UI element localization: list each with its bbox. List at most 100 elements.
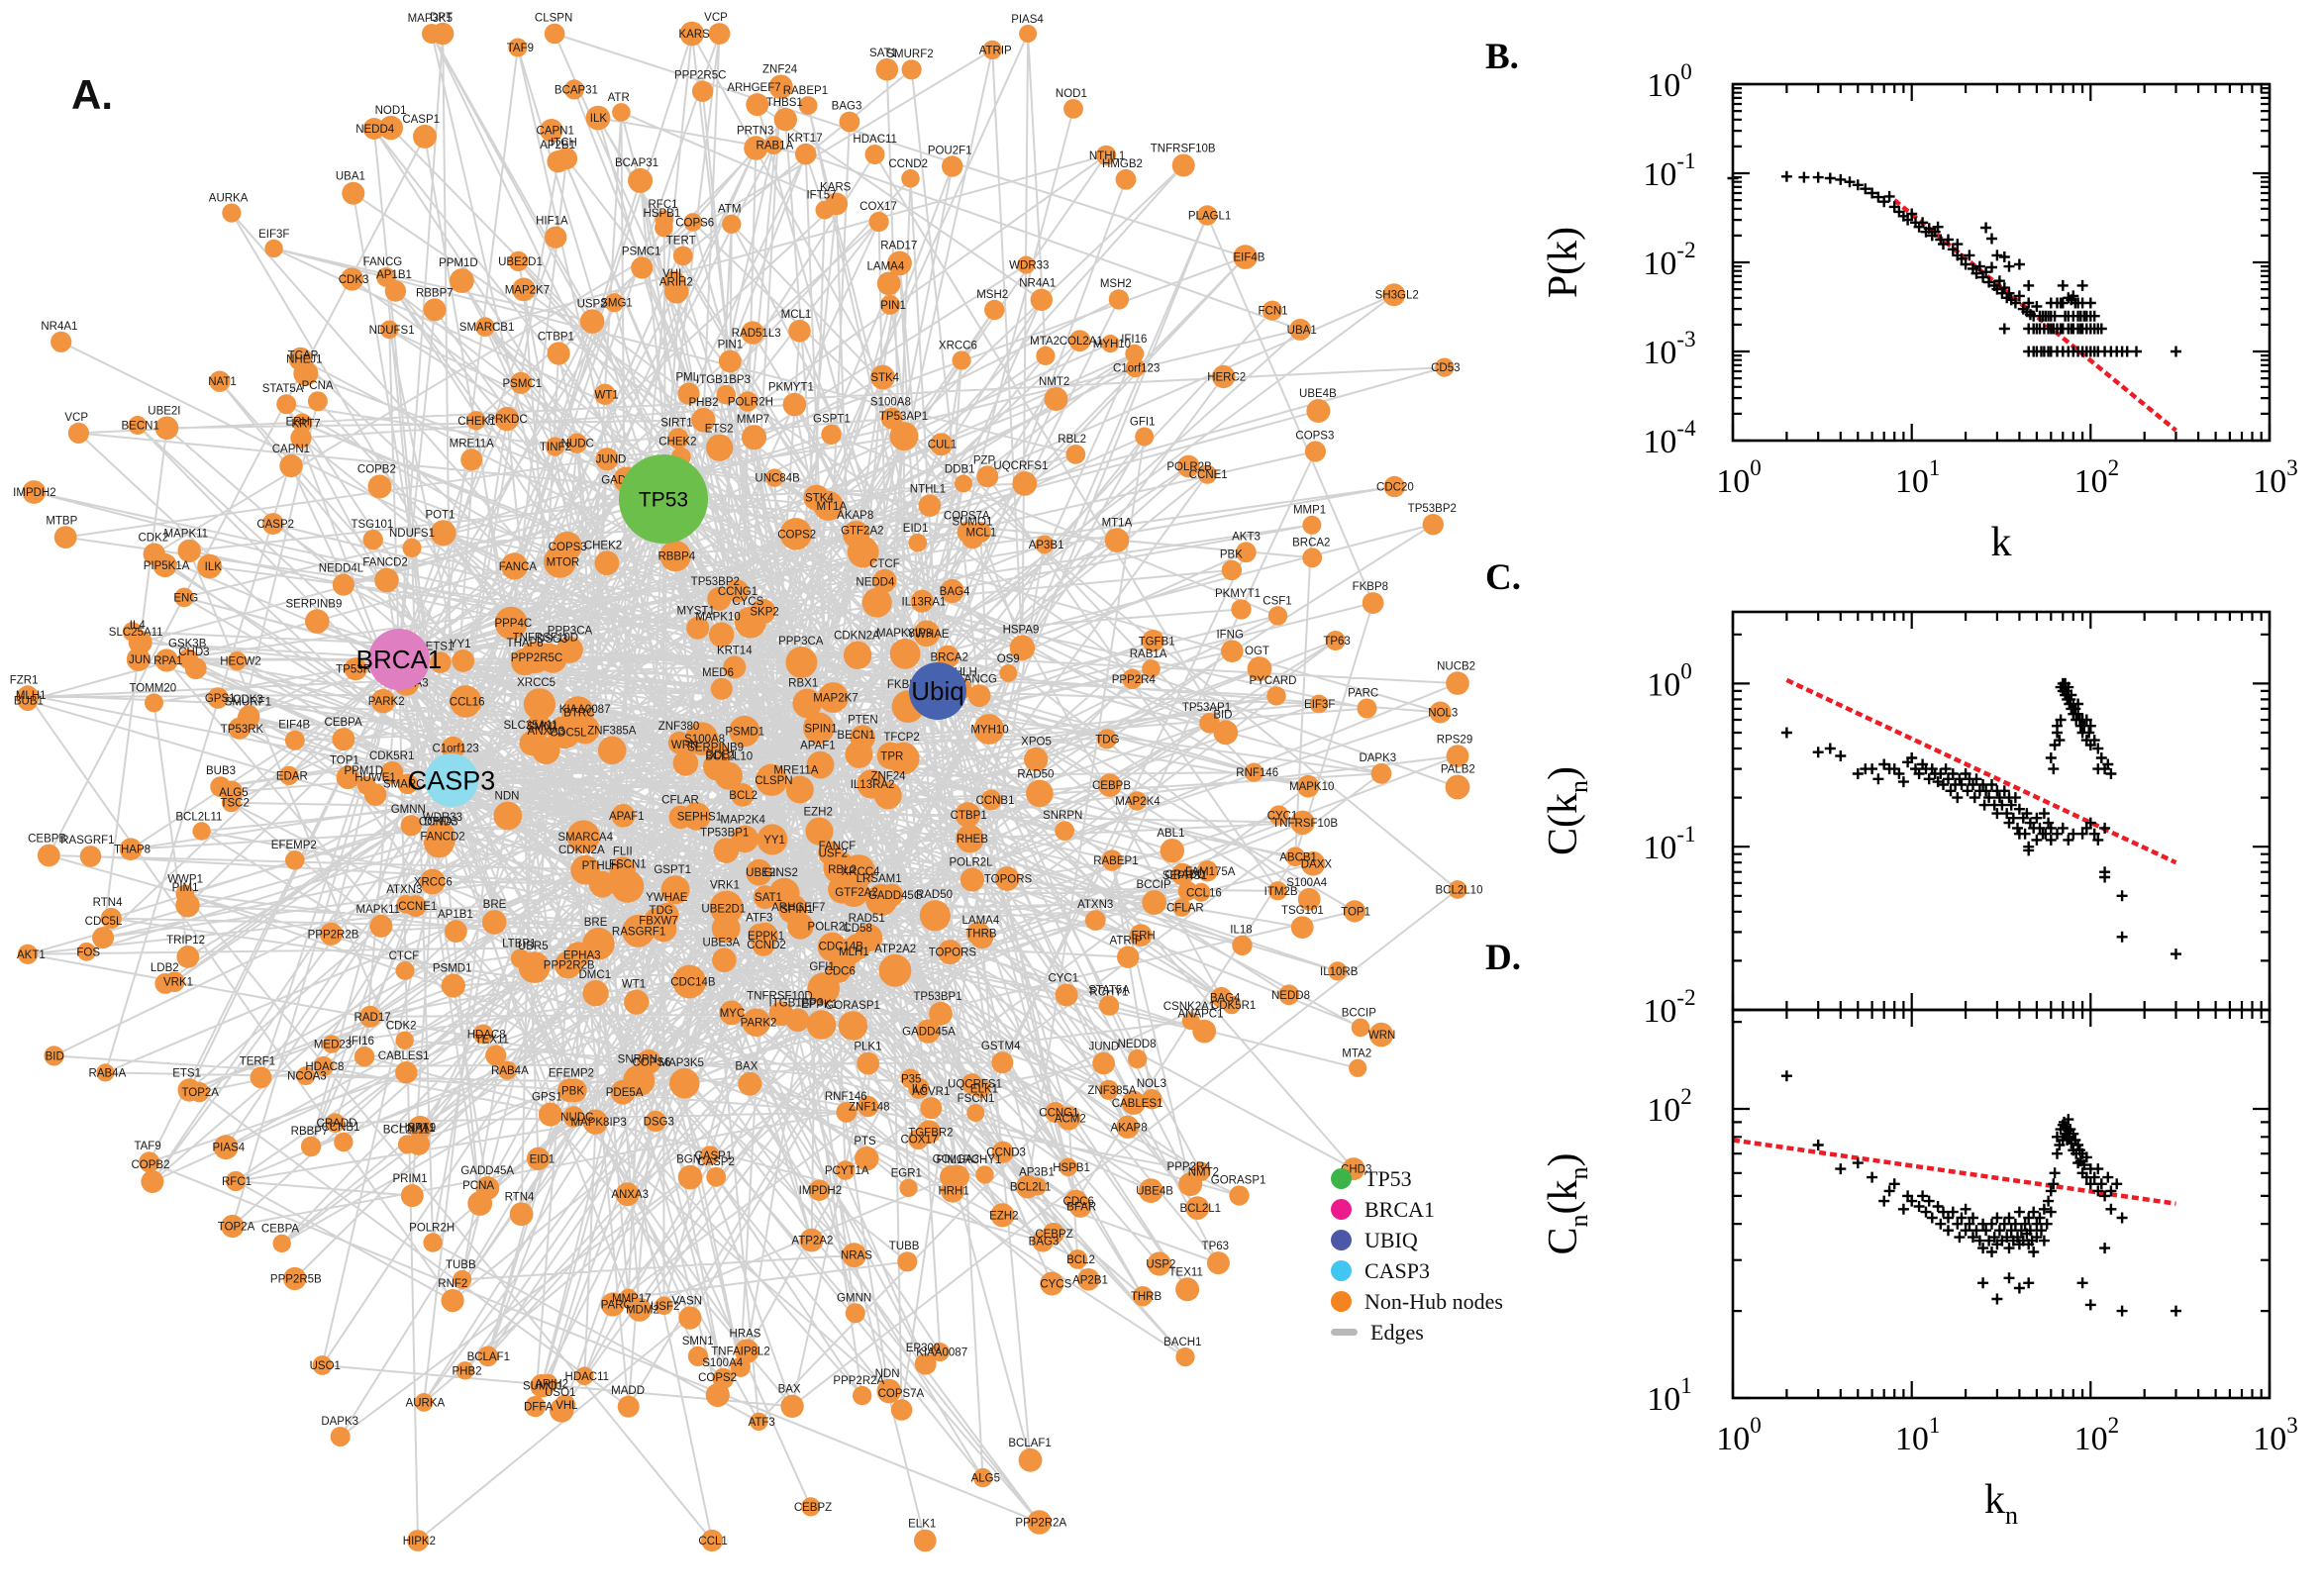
gene-node [362,118,385,140]
gene-node [975,1165,994,1184]
gene-node [972,1467,993,1488]
gene-node [908,1129,929,1149]
gene-node [890,1399,913,1421]
y-axis-title: Cn(kn) [1541,1152,1593,1254]
gene-label: TNFRSF10D [513,633,578,645]
gene-node [667,731,691,754]
gene-node [1222,995,1242,1015]
gene-node [865,883,898,917]
gene-node [473,1024,493,1045]
gene-label: BAG3 [832,101,862,113]
gene-node [683,213,703,232]
gene-label: VHL [662,268,685,280]
panel-d-label: D. [1485,938,1521,978]
gene-node [1278,984,1300,1006]
gene-node [77,942,96,961]
gene-node [441,973,465,998]
gene-node [1129,924,1153,947]
gene-label: PKMYT1 [1215,588,1261,600]
gene-node [100,907,122,930]
gene-node [687,1346,709,1366]
gene-node [1055,821,1074,841]
gene-node [936,645,960,669]
legend-item-edges: Edges [1331,1319,1503,1345]
gene-node [914,1352,937,1375]
gene-label: VRK1 [710,880,740,892]
legend: TP53 BRCA1 UBIQ CASP3 Non-Hub nodes Edge… [1331,1166,1503,1352]
legend-item-label: Edges [1370,1319,1424,1345]
gene-label: ARIH2 [659,277,693,289]
gene-node [544,23,565,45]
gene-label: ATRIP [1109,935,1142,947]
gene-node [843,641,872,669]
gene-label: CEBPA [261,1224,299,1236]
gene-node [545,226,567,249]
gene-node [956,824,984,853]
gene-label: CCL16 [450,697,485,709]
gene-label: C1orf123 [1113,362,1160,374]
gene-label: STK4 [805,493,834,505]
gene-node [887,742,920,775]
gene-node [209,370,231,392]
gene-label: TCAP [288,350,319,362]
gene-node [1027,1510,1052,1535]
gene-label: RAB4A [491,1065,529,1077]
gene-label: MSH2 [1100,278,1132,290]
gene-node [627,1297,652,1322]
gene-node [1302,515,1322,535]
gene-node [1127,791,1148,811]
gene-label: CTBP1 [951,810,987,822]
gene-node [312,1355,333,1375]
gene-label: CDC6 [1063,1196,1094,1208]
gene-label: TDG [650,905,673,917]
gene-node [969,522,991,543]
gene-node [1138,1178,1163,1203]
gene-node [617,1395,640,1418]
gene-label: FANCG [363,256,403,268]
gene-node [910,589,934,613]
gene-node [1068,330,1091,352]
panel-c-plot: 100 10-1 10-2 C(kn) [1541,610,2272,1030]
gene-label: TEX11 [475,1034,509,1046]
gene-node [604,293,625,313]
gene-node [868,211,889,233]
gene-node [672,246,693,266]
gene-node [929,1001,953,1026]
gene-label: CDC5L [85,916,123,928]
gene-node [1016,1174,1040,1199]
gene-label: CABLES1 [1112,1098,1163,1110]
gene-node [900,1068,921,1089]
gene-node [1267,606,1288,626]
gene-node [210,776,232,797]
tick-label: 103 [2253,1413,2298,1457]
gene-node [597,736,627,765]
gene-node [305,609,330,634]
gene-node [526,1147,551,1171]
gene-node [785,775,814,804]
gene-node [843,521,870,549]
gene-node [509,1202,534,1227]
gene-node [395,960,415,980]
gene-node [1212,364,1236,389]
gene-node [313,1055,334,1077]
gene-node [1285,847,1305,867]
gene-label: FSCN1 [958,1093,995,1105]
gene-label: TNFRSF10B [1151,144,1216,155]
gene-node [855,924,883,952]
gene-label: TP53BP2 [691,576,740,588]
gene-label: NTHL1 [1089,150,1125,162]
gene-node [1059,1157,1078,1177]
gene-node [143,543,165,565]
gene-node [430,651,452,673]
gene-node [508,250,529,271]
gene-node [285,850,305,870]
gene-node [395,1031,414,1050]
gene-node [594,550,620,576]
gene-node [363,783,387,806]
gene-label: PPP2R4 [1167,1161,1212,1173]
gene-node [660,875,690,905]
gene-node [579,309,605,334]
gene-node [141,1170,164,1193]
